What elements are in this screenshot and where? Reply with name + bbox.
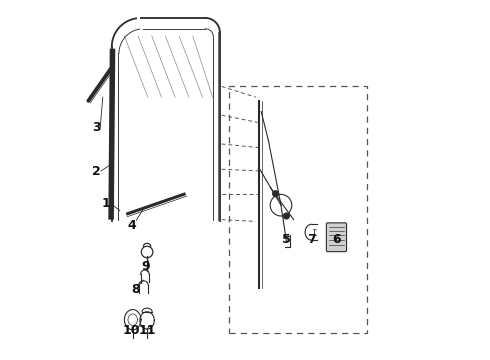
Text: 8: 8: [131, 283, 140, 296]
Text: 7: 7: [307, 233, 316, 246]
Text: 4: 4: [127, 219, 136, 231]
Circle shape: [273, 191, 278, 197]
Text: 3: 3: [93, 121, 101, 134]
Text: 10: 10: [123, 324, 140, 337]
Text: 9: 9: [142, 260, 150, 273]
Text: 11: 11: [138, 324, 156, 337]
Text: 5: 5: [282, 233, 291, 246]
FancyBboxPatch shape: [326, 223, 346, 252]
Text: 2: 2: [92, 165, 101, 177]
Text: 6: 6: [333, 233, 341, 246]
Circle shape: [284, 213, 289, 219]
Text: 1: 1: [102, 197, 111, 210]
